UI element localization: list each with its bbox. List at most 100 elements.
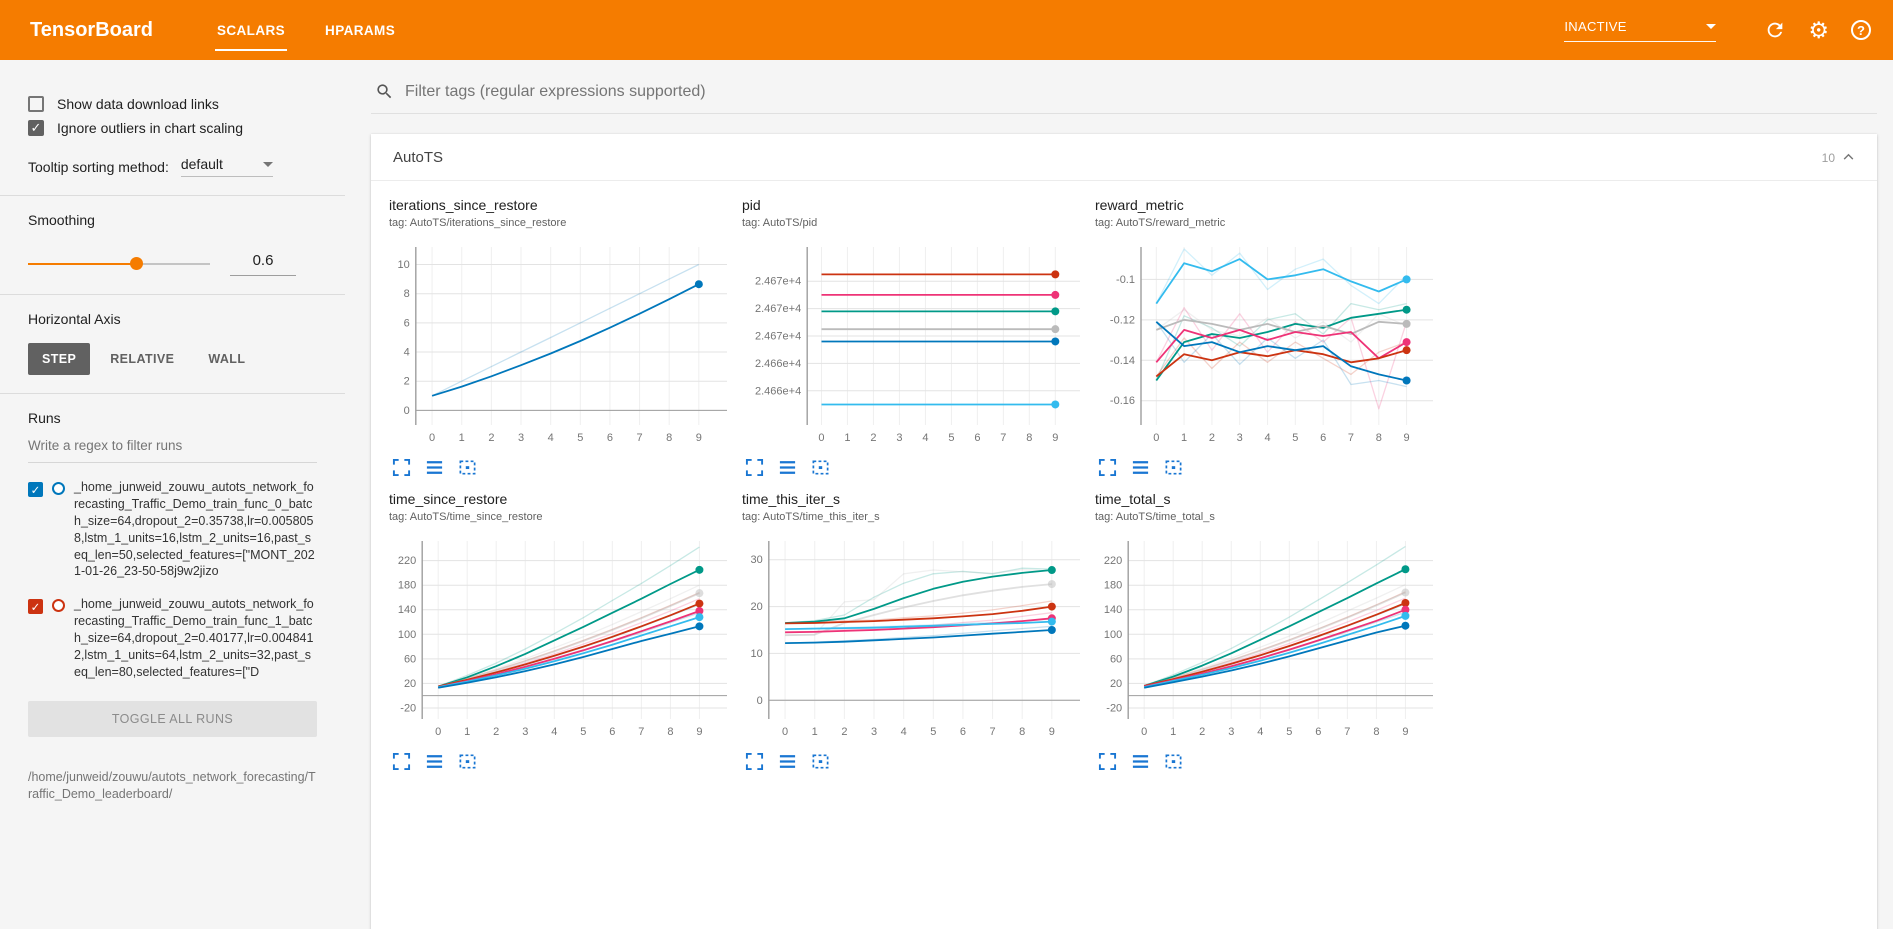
svg-text:8: 8 bbox=[666, 432, 672, 444]
chart-toolbar bbox=[1095, 751, 1442, 771]
svg-text:0: 0 bbox=[404, 405, 410, 417]
ignore-outliers-checkbox[interactable]: Ignore outliers in chart scaling bbox=[28, 120, 317, 136]
show-download-links-checkbox[interactable]: Show data download links bbox=[28, 96, 317, 112]
toggle-all-runs-button[interactable]: TOGGLE ALL RUNS bbox=[28, 700, 317, 737]
svg-text:4: 4 bbox=[1264, 432, 1270, 444]
svg-text:-0.14: -0.14 bbox=[1110, 355, 1135, 367]
chart-count: 10 bbox=[1821, 150, 1835, 165]
expand-chart-icon[interactable] bbox=[744, 457, 764, 477]
expand-chart-icon[interactable] bbox=[1097, 751, 1117, 771]
svg-text:6: 6 bbox=[404, 317, 410, 329]
expand-chart-icon[interactable] bbox=[391, 751, 411, 771]
tab-hparams[interactable]: HPARAMS bbox=[325, 22, 396, 38]
svg-text:4: 4 bbox=[922, 432, 928, 444]
data-table-icon[interactable] bbox=[1130, 457, 1150, 477]
fit-domain-icon[interactable] bbox=[810, 457, 830, 477]
axis-wall-button[interactable]: WALL bbox=[194, 343, 259, 375]
chart-plot[interactable]: 0 2 4 6 8 10 0 1 2 3 4 5 6 7 8 9 bbox=[389, 239, 736, 451]
run-item: _home_junweid_zouwu_autots_network_forec… bbox=[28, 479, 317, 580]
svg-text:140: 140 bbox=[1104, 604, 1122, 616]
run-radio[interactable] bbox=[52, 482, 65, 495]
run-radio[interactable] bbox=[52, 599, 65, 613]
svg-text:0: 0 bbox=[429, 432, 435, 444]
svg-text:-0.16: -0.16 bbox=[1110, 395, 1135, 407]
status-dropdown[interactable]: INACTIVE bbox=[1564, 19, 1717, 42]
svg-text:8: 8 bbox=[1376, 432, 1382, 444]
chart-plot[interactable]: 0 10 20 30 0 1 2 3 4 5 6 7 8 9 bbox=[742, 533, 1089, 745]
horizontal-axis-label: Horizontal Axis bbox=[28, 311, 121, 327]
tooltip-sort-dropdown[interactable]: default bbox=[180, 156, 273, 177]
chart-title: time_this_iter_s bbox=[742, 491, 841, 507]
runs-base-path: /home/junweid/zouwu/autots_network_forec… bbox=[28, 769, 316, 802]
smoothing-value[interactable]: 0.6 bbox=[230, 252, 296, 276]
expand-chart-icon[interactable] bbox=[1097, 457, 1117, 477]
chart-plot[interactable]: -0.1 -0.12 -0.14 -0.16 0 1 2 3 4 5 6 7 8 9 bbox=[1095, 239, 1442, 451]
search-icon bbox=[375, 82, 394, 101]
card-header[interactable]: AutoTS 10 bbox=[371, 134, 1877, 181]
runs-filter-input[interactable] bbox=[28, 430, 317, 463]
chart-plot[interactable]: -20 20 60 100 140 180 220 0 1 2 3 4 5 6 7 8 9 bbox=[389, 533, 736, 745]
svg-text:9: 9 bbox=[696, 432, 702, 444]
svg-text:0: 0 bbox=[435, 726, 441, 738]
data-table-icon[interactable] bbox=[424, 751, 444, 771]
chart-plot[interactable]: -20 20 60 100 140 180 220 0 1 2 3 4 5 6 7 8 9 bbox=[1095, 533, 1442, 745]
data-table-icon[interactable] bbox=[424, 457, 444, 477]
chart-time_total_s: time_total_s tag: AutoTS/time_total_s -20 2… bbox=[1095, 491, 1448, 771]
svg-text:2: 2 bbox=[841, 726, 847, 738]
svg-text:9: 9 bbox=[1402, 726, 1408, 738]
svg-text:2: 2 bbox=[493, 726, 499, 738]
help-icon[interactable] bbox=[1851, 20, 1871, 40]
fit-domain-icon[interactable] bbox=[810, 751, 830, 771]
chevron-down-icon bbox=[262, 161, 273, 167]
app-title: TensorBoard bbox=[30, 18, 153, 41]
runs-label: Runs bbox=[28, 410, 61, 426]
checkbox-label: Show data download links bbox=[57, 96, 219, 112]
tag-filter-input[interactable] bbox=[405, 82, 1873, 101]
card-title: AutoTS bbox=[393, 149, 444, 166]
tab-scalars[interactable]: SCALARS bbox=[197, 0, 305, 60]
fit-domain-icon[interactable] bbox=[1163, 457, 1183, 477]
svg-text:140: 140 bbox=[398, 604, 416, 616]
divider bbox=[0, 294, 345, 295]
svg-text:-0.12: -0.12 bbox=[1110, 314, 1135, 326]
axis-step-button[interactable]: STEP bbox=[28, 343, 91, 375]
chart-tag: tag: AutoTS/time_total_s bbox=[1095, 511, 1215, 523]
chart-title: time_total_s bbox=[1095, 491, 1171, 507]
chart-plot[interactable]: 2.467e+4 2.467e+4 2.467e+4 2.466e+4 2.466e+4… bbox=[742, 239, 1089, 451]
svg-text:5: 5 bbox=[577, 432, 583, 444]
svg-text:8: 8 bbox=[404, 288, 410, 300]
expand-chart-icon[interactable] bbox=[744, 751, 764, 771]
svg-text:0: 0 bbox=[782, 726, 788, 738]
data-table-icon[interactable] bbox=[777, 751, 797, 771]
checkbox-icon bbox=[28, 96, 44, 112]
svg-text:100: 100 bbox=[398, 629, 416, 641]
run-checkbox[interactable] bbox=[28, 482, 43, 497]
chart-tag: tag: AutoTS/time_this_iter_s bbox=[742, 511, 880, 523]
svg-text:-20: -20 bbox=[1106, 702, 1122, 714]
chart-tag: tag: AutoTS/iterations_since_restore bbox=[389, 217, 567, 229]
chart-title: pid bbox=[742, 197, 761, 213]
svg-text:8: 8 bbox=[1019, 726, 1025, 738]
data-table-icon[interactable] bbox=[777, 457, 797, 477]
tooltip-sort-label: Tooltip sorting method: bbox=[28, 158, 169, 175]
smoothing-slider[interactable] bbox=[28, 257, 210, 271]
svg-text:7: 7 bbox=[1348, 432, 1354, 444]
gear-icon[interactable]: ⚙ bbox=[1808, 16, 1829, 43]
smoothing-slider-knob[interactable] bbox=[130, 257, 144, 271]
svg-text:2.467e+4: 2.467e+4 bbox=[755, 276, 801, 288]
svg-text:7: 7 bbox=[1000, 432, 1006, 444]
expand-chart-icon[interactable] bbox=[391, 457, 411, 477]
fit-domain-icon[interactable] bbox=[1163, 751, 1183, 771]
chart-title: iterations_since_restore bbox=[389, 197, 538, 213]
run-checkbox[interactable] bbox=[28, 599, 43, 615]
tag-filter-bar bbox=[371, 80, 1877, 114]
axis-relative-button[interactable]: RELATIVE bbox=[96, 343, 188, 375]
svg-text:2.467e+4: 2.467e+4 bbox=[755, 331, 801, 343]
fit-domain-icon[interactable] bbox=[457, 457, 477, 477]
chevron-up-icon[interactable] bbox=[1842, 151, 1855, 164]
refresh-icon[interactable] bbox=[1764, 19, 1786, 41]
fit-domain-icon[interactable] bbox=[457, 751, 477, 771]
checkbox-label: Ignore outliers in chart scaling bbox=[57, 120, 243, 136]
svg-text:6: 6 bbox=[607, 432, 613, 444]
data-table-icon[interactable] bbox=[1130, 751, 1150, 771]
